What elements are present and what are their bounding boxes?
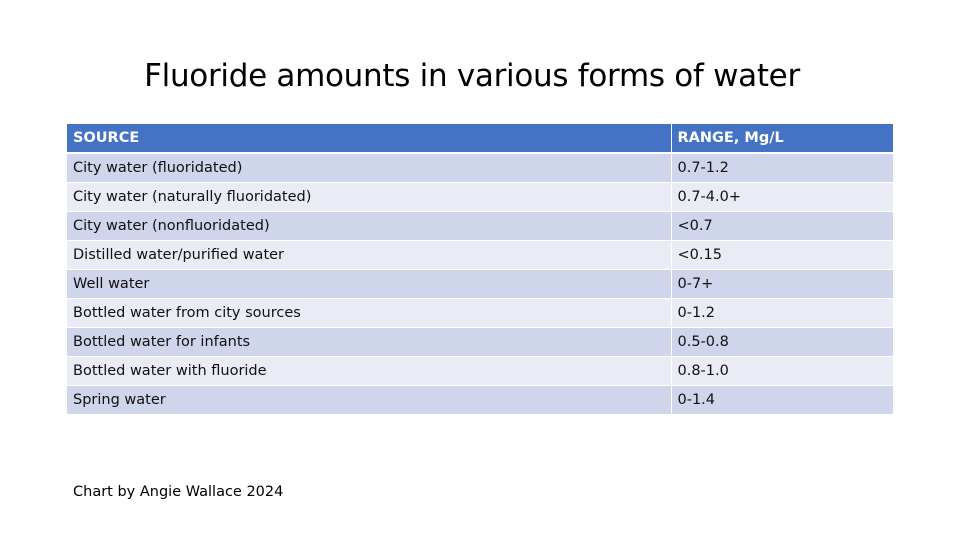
range-cell: 0.7-4.0+ [671, 182, 893, 212]
table-row: Bottled water from city sources 0-1.2 [67, 298, 893, 328]
table-row: Spring water 0-1.4 [67, 385, 893, 415]
range-cell: 0-7+ [671, 269, 893, 299]
range-cell: 0.7-1.2 [671, 153, 893, 183]
table-header-row: SOURCE RANGE, Mg/L [67, 124, 893, 154]
range-cell: 0-1.2 [671, 298, 893, 328]
source-cell: Well water [67, 269, 672, 299]
table-row: City water (fluoridated) 0.7-1.2 [67, 153, 893, 183]
source-cell: Bottled water with fluoride [67, 356, 672, 386]
source-cell: City water (fluoridated) [67, 153, 672, 183]
credit-text: Chart by Angie Wallace 2024 [73, 484, 284, 500]
source-cell: City water (nonfluoridated) [67, 211, 672, 241]
table-row: City water (naturally fluoridated) 0.7-4.… [67, 182, 893, 212]
range-cell: 0-1.4 [671, 385, 893, 415]
range-cell: 0.5-0.8 [671, 327, 893, 357]
range-cell: <0.7 [671, 211, 893, 241]
range-cell: 0.8-1.0 [671, 356, 893, 386]
table-row: City water (nonfluoridated) <0.7 [67, 211, 893, 241]
source-cell: Spring water [67, 385, 672, 415]
table-row: Bottled water with fluoride 0.8-1.0 [67, 356, 893, 386]
fluoride-table: SOURCE RANGE, Mg/L City water (fluoridat… [67, 124, 893, 415]
table-row: Bottled water for infants 0.5-0.8 [67, 327, 893, 357]
header-range: RANGE, Mg/L [671, 124, 893, 154]
source-cell: City water (naturally fluoridated) [67, 182, 672, 212]
header-source: SOURCE [67, 124, 672, 154]
source-cell: Distilled water/purified water [67, 240, 672, 270]
source-cell: Bottled water for infants [67, 327, 672, 357]
slide-title: Fluoride amounts in various forms of wat… [144, 58, 800, 94]
table-row: Distilled water/purified water <0.15 [67, 240, 893, 270]
table-row: Well water 0-7+ [67, 269, 893, 299]
range-cell: <0.15 [671, 240, 893, 270]
source-cell: Bottled water from city sources [67, 298, 672, 328]
